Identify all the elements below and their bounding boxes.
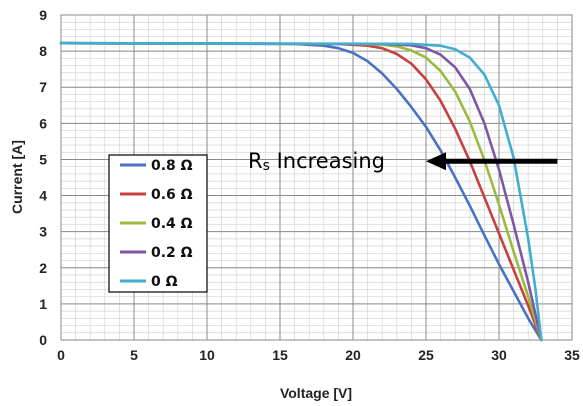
- rs-increasing-annotation: Rs Increasing: [248, 149, 558, 174]
- major-grid: [60, 14, 573, 341]
- legend-label-1: 0.6 Ω: [151, 187, 193, 203]
- annotation-rest: Increasing: [270, 149, 385, 173]
- legend-label-2: 0.4 Ω: [151, 216, 193, 232]
- annotation-subscript: s: [263, 158, 270, 174]
- x-tick-label: 10: [199, 347, 215, 363]
- x-tick-label: 25: [418, 347, 434, 363]
- annotation-r: R: [248, 149, 263, 173]
- x-tick-label: 30: [491, 347, 507, 363]
- x-tick-label: 15: [272, 347, 288, 363]
- series-line-0: [59, 41, 543, 342]
- y-tick-label: 5: [39, 151, 47, 167]
- y-axis-title: Current [A]: [9, 140, 25, 214]
- legend-label-0: 0.8 Ω: [151, 158, 193, 174]
- series-line-1: [59, 41, 543, 342]
- legend: 0.8 Ω 0.6 Ω 0.4 Ω 0.2 Ω 0 Ω: [108, 154, 208, 293]
- legend-label-4: 0 Ω: [151, 274, 178, 290]
- y-tick-label: 0: [39, 332, 47, 348]
- y-tick-label: 4: [39, 188, 47, 204]
- legend-label-3: 0.2 Ω: [151, 245, 193, 261]
- y-tick-label: 6: [39, 115, 47, 131]
- y-tick-labels: 0 1 2 3 4 5 6 7 8 9: [39, 7, 47, 348]
- y-tick-label: 7: [39, 79, 47, 95]
- y-tick-label: 9: [39, 7, 47, 23]
- x-axis-title: Voltage [V]: [280, 385, 352, 401]
- x-tick-label: 0: [57, 347, 65, 363]
- x-tick-label: 35: [564, 347, 580, 363]
- annotation-label: Rs Increasing: [248, 149, 385, 174]
- y-tick-label: 2: [39, 260, 47, 276]
- y-tick-label: 8: [39, 43, 47, 59]
- series-layer: [59, 41, 543, 342]
- x-tick-labels: 0 5 10 15 20 25 30 35: [57, 347, 580, 363]
- y-tick-label: 1: [39, 296, 47, 312]
- y-tick-label: 3: [39, 224, 47, 240]
- x-tick-label: 20: [345, 347, 361, 363]
- series-line-4: [59, 41, 543, 342]
- x-tick-label: 5: [130, 347, 138, 363]
- annotation-arrow-head: [426, 152, 446, 171]
